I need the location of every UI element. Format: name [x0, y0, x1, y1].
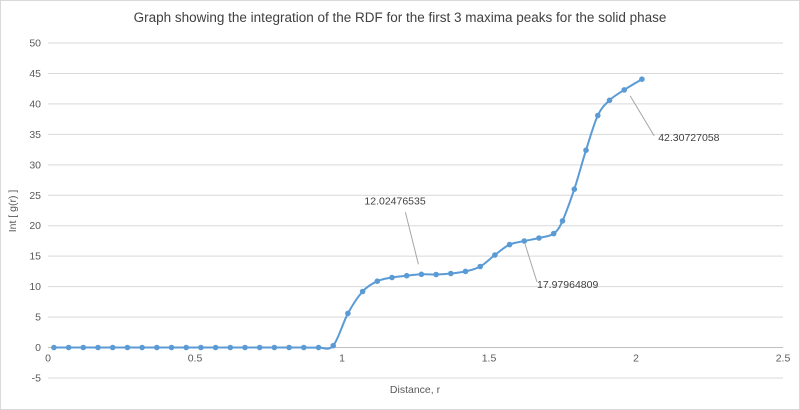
chart-title: Graph showing the integration of the RDF… [133, 10, 667, 25]
y-tick-label: 5 [35, 312, 41, 324]
data-point-marker [583, 147, 589, 153]
data-label: 12.02476535 [364, 195, 425, 207]
y-axis-title: Int [ g(r) ] [7, 190, 19, 233]
data-point-marker [256, 344, 263, 351]
data-point-marker [345, 310, 351, 317]
data-label: 17.97964809 [537, 279, 598, 291]
x-tick-label: 0 [45, 353, 51, 365]
data-point-marker [433, 271, 439, 278]
data-point-marker [403, 272, 410, 279]
data-point-marker [330, 342, 337, 349]
data-point-marker [462, 268, 469, 275]
data-point-marker [168, 344, 175, 351]
x-tick-label: 0.5 [188, 353, 203, 365]
data-point-marker [606, 97, 613, 104]
series-line [53, 78, 643, 350]
y-tick-label: 15 [29, 251, 41, 263]
data-point-marker [492, 252, 498, 258]
annotation-leader-line [629, 95, 655, 137]
data-point-marker [212, 344, 219, 351]
data-point-marker [536, 235, 542, 241]
annotation-leader-line [524, 243, 538, 283]
x-axis-title: Distance, r [390, 384, 441, 396]
data-point-marker [448, 270, 454, 277]
y-tick-label: -5 [32, 373, 41, 385]
data-point-marker [374, 278, 381, 285]
data-point-marker [183, 344, 189, 351]
y-tick-label: 35 [29, 129, 41, 141]
y-tick-label: 45 [29, 68, 41, 80]
data-point-marker [301, 344, 307, 351]
data-point-marker [286, 344, 292, 351]
data-point-marker [242, 344, 248, 351]
y-tick-label: 40 [29, 98, 41, 110]
y-tick-label: 20 [29, 220, 41, 232]
data-point-marker [506, 241, 513, 248]
x-tick-label: 2 [633, 353, 639, 365]
data-point-marker [550, 230, 557, 237]
data-point-marker [51, 344, 57, 351]
data-point-marker [571, 186, 578, 192]
data-point-marker [389, 274, 395, 281]
y-tick-label: 50 [29, 38, 41, 50]
x-tick-label: 1 [339, 353, 345, 365]
data-point-marker [65, 344, 72, 351]
y-tick-label: 30 [29, 159, 41, 171]
y-tick-label: 0 [35, 342, 41, 354]
data-point-marker [559, 218, 566, 224]
data-point-marker [139, 344, 145, 351]
data-point-marker [95, 344, 101, 351]
data-point-marker [315, 344, 322, 351]
data-point-marker [154, 344, 160, 351]
x-tick-label: 2.5 [776, 353, 791, 365]
data-point-marker [477, 263, 484, 270]
plot-generated-content: -5 0 5 10 15 20 25 30 35 40 45 50 0 0.5 1 1.5 2 2.5 12.024… [29, 38, 790, 385]
data-point-marker [80, 344, 87, 351]
annotation-leader-line [404, 212, 419, 265]
x-tick-label: 1.5 [482, 353, 497, 365]
data-label: 42.30727058 [658, 132, 719, 144]
data-point-marker [595, 112, 601, 119]
data-point-marker [418, 271, 425, 278]
data-point-marker [124, 344, 131, 351]
data-point-marker [271, 344, 278, 351]
data-point-marker [621, 87, 627, 93]
data-point-marker [198, 344, 204, 351]
data-point-marker [521, 238, 528, 244]
data-point-marker [109, 344, 116, 351]
y-tick-label: 25 [29, 190, 41, 202]
y-tick-label: 10 [29, 281, 41, 293]
data-point-marker [359, 288, 366, 295]
data-point-marker [227, 344, 234, 351]
data-point-marker [639, 76, 645, 82]
